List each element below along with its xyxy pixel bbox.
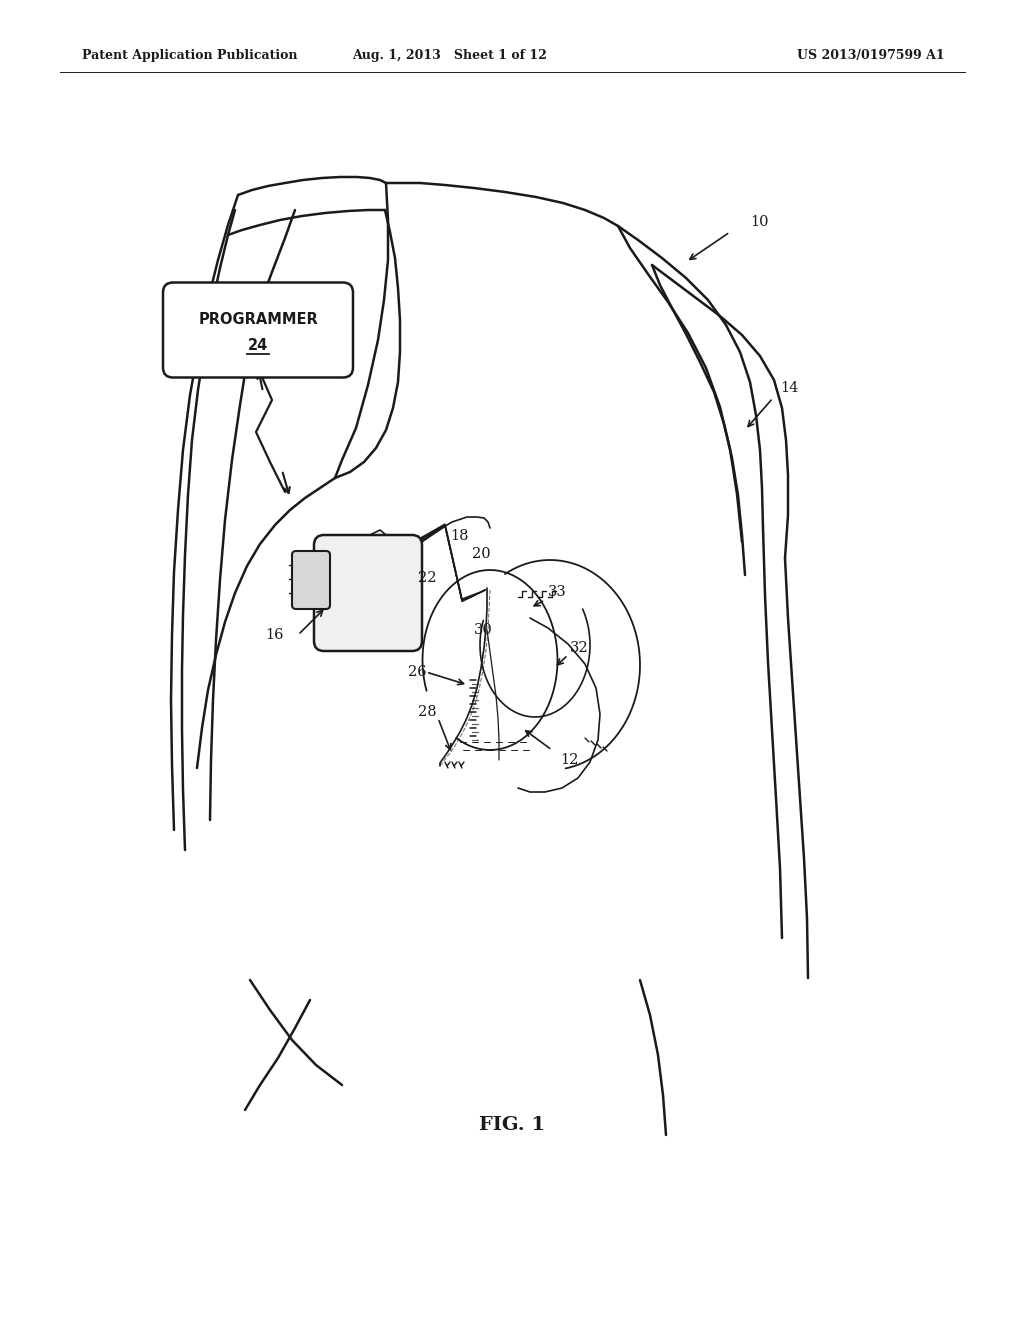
Text: 32: 32 (570, 642, 589, 655)
Text: 30: 30 (474, 623, 493, 638)
Text: 20: 20 (472, 546, 490, 561)
Text: Aug. 1, 2013   Sheet 1 of 12: Aug. 1, 2013 Sheet 1 of 12 (352, 49, 548, 62)
Text: 18: 18 (450, 529, 469, 543)
Text: 24: 24 (248, 338, 268, 354)
Text: 14: 14 (780, 381, 799, 395)
Text: 10: 10 (750, 215, 768, 228)
FancyBboxPatch shape (292, 550, 330, 609)
Text: 28: 28 (418, 705, 436, 719)
Text: 26: 26 (408, 665, 427, 678)
FancyBboxPatch shape (163, 282, 353, 378)
Text: US 2013/0197599 A1: US 2013/0197599 A1 (798, 49, 945, 62)
Text: 16: 16 (265, 628, 284, 642)
Text: 22: 22 (418, 572, 436, 585)
Text: 33: 33 (548, 585, 566, 599)
FancyBboxPatch shape (314, 535, 422, 651)
Text: PROGRAMMER: PROGRAMMER (198, 313, 317, 327)
Text: Patent Application Publication: Patent Application Publication (82, 49, 298, 62)
Text: 12: 12 (560, 752, 579, 767)
Text: FIG. 1: FIG. 1 (479, 1115, 545, 1134)
